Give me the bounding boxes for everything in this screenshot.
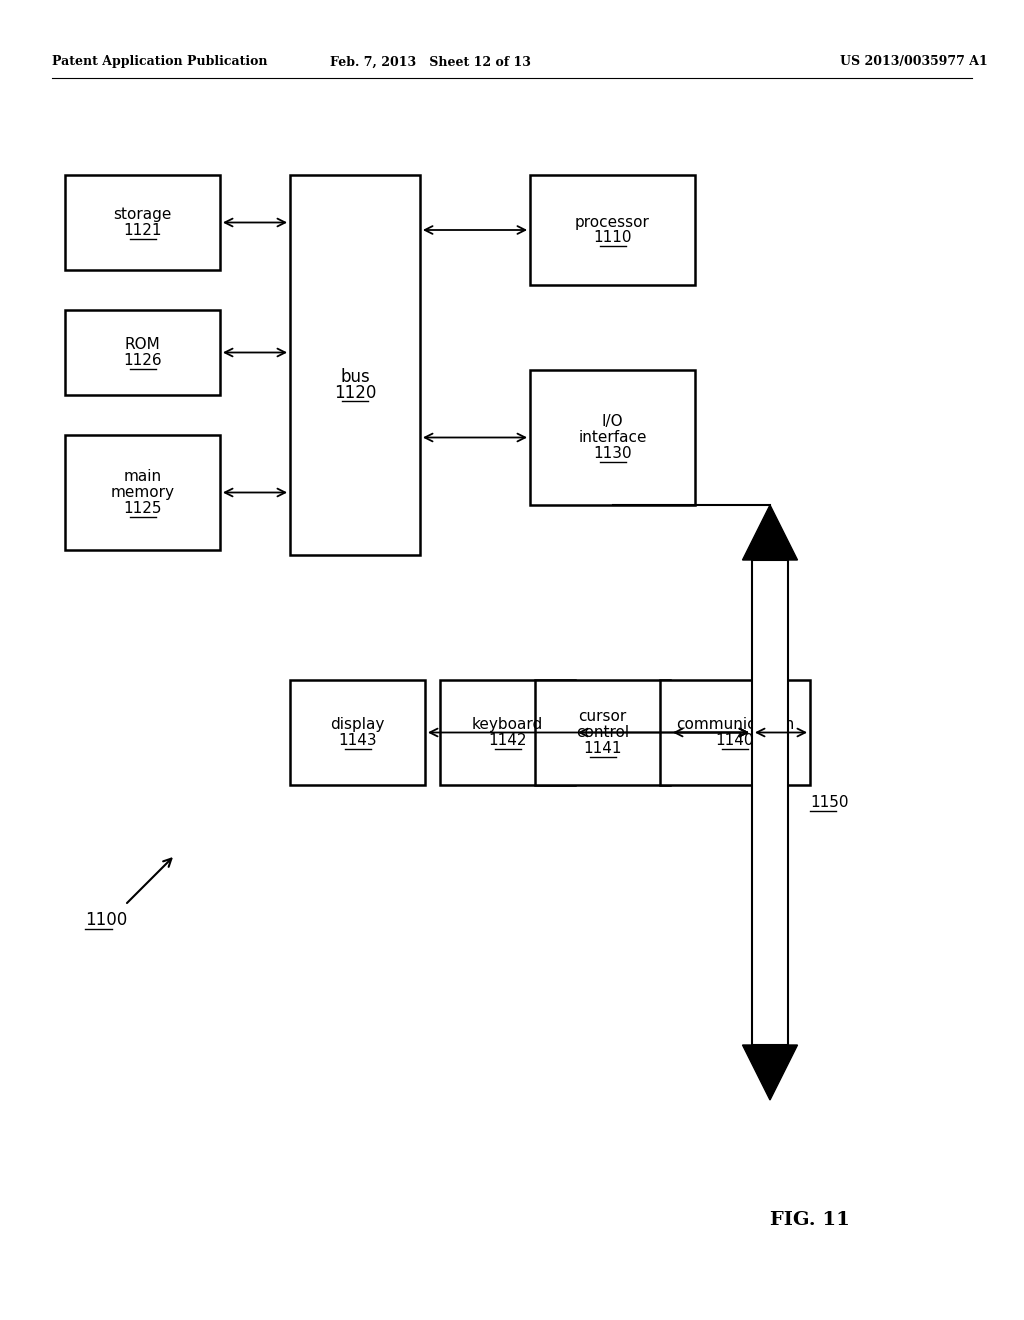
Text: processor: processor — [575, 214, 650, 230]
Text: 1125: 1125 — [123, 502, 162, 516]
Text: control: control — [575, 725, 629, 741]
Text: interface: interface — [579, 430, 647, 445]
Text: keyboard: keyboard — [472, 717, 543, 733]
Text: 1141: 1141 — [584, 741, 622, 756]
Text: 1110: 1110 — [593, 231, 632, 246]
Bar — [660, 680, 810, 785]
Bar — [65, 436, 220, 550]
Text: main: main — [124, 469, 162, 484]
Text: 1121: 1121 — [123, 223, 162, 238]
Text: FIG. 11: FIG. 11 — [770, 1210, 850, 1229]
Text: 1150: 1150 — [810, 795, 849, 810]
Text: memory: memory — [111, 484, 174, 500]
Text: ROM: ROM — [125, 337, 161, 352]
Text: 1130: 1130 — [593, 446, 632, 461]
Text: Feb. 7, 2013   Sheet 12 of 13: Feb. 7, 2013 Sheet 12 of 13 — [330, 55, 530, 69]
Bar — [530, 176, 695, 285]
Text: storage: storage — [114, 207, 172, 222]
Bar — [65, 310, 220, 395]
Text: US 2013/0035977 A1: US 2013/0035977 A1 — [840, 55, 988, 69]
Polygon shape — [742, 1045, 798, 1100]
Text: bus: bus — [340, 368, 370, 385]
Text: 1142: 1142 — [488, 733, 526, 748]
Text: Patent Application Publication: Patent Application Publication — [52, 55, 267, 69]
Text: 1120: 1120 — [334, 384, 376, 403]
Text: display: display — [331, 717, 385, 733]
Polygon shape — [752, 560, 788, 1045]
Text: 1100: 1100 — [85, 911, 127, 929]
Polygon shape — [742, 506, 798, 560]
Bar — [65, 176, 220, 271]
Text: I/O: I/O — [602, 414, 624, 429]
Text: 1143: 1143 — [338, 733, 377, 748]
Text: cursor: cursor — [579, 709, 627, 723]
Text: communication: communication — [676, 717, 795, 733]
Bar — [290, 680, 425, 785]
Bar — [440, 680, 575, 785]
Bar — [530, 370, 695, 506]
Bar — [290, 176, 420, 554]
Text: 1126: 1126 — [123, 352, 162, 368]
Bar — [535, 680, 670, 785]
Text: 1140: 1140 — [716, 733, 755, 748]
